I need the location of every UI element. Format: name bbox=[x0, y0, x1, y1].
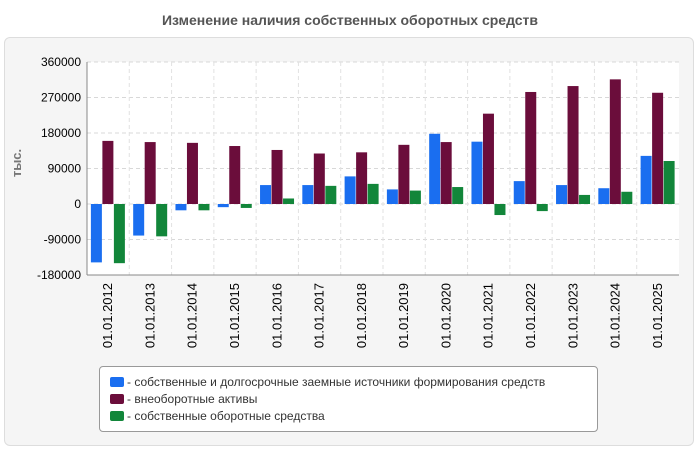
x-tick-label: 01.01.2015 bbox=[227, 283, 242, 348]
legend-swatch bbox=[110, 410, 124, 421]
x-tick-label: 01.01.2022 bbox=[523, 283, 538, 348]
bar bbox=[525, 91, 537, 204]
y-tick-label: 270000 bbox=[41, 91, 81, 105]
bar bbox=[536, 204, 548, 212]
x-tick-label: 01.01.2024 bbox=[608, 283, 623, 348]
bar bbox=[229, 146, 241, 204]
x-tick-label: 01.01.2023 bbox=[565, 283, 580, 348]
bar bbox=[579, 194, 591, 204]
x-tick-label: 01.01.2013 bbox=[142, 283, 157, 348]
bar bbox=[325, 185, 337, 204]
legend-label: - собственные оборотные средства bbox=[127, 408, 325, 423]
bar bbox=[102, 140, 114, 204]
x-tick-labels: 01.01.2012 01.01.2013 01.01.2014 01.01.2015… bbox=[100, 283, 665, 348]
legend-label: - внеоборотные активы bbox=[127, 391, 258, 406]
bar bbox=[198, 204, 210, 211]
x-tick-label: 01.01.2025 bbox=[650, 283, 665, 348]
bar bbox=[398, 144, 410, 204]
bar bbox=[217, 204, 229, 208]
y-tick-label: -90000 bbox=[44, 233, 82, 247]
chart-title: Изменение наличия собственных оборотных … bbox=[161, 12, 539, 28]
legend-entry: - собственные оборотные средства bbox=[110, 407, 597, 424]
bar bbox=[567, 86, 579, 204]
bar-series bbox=[90, 79, 675, 264]
bar bbox=[652, 92, 664, 204]
bar bbox=[440, 142, 452, 204]
bar bbox=[367, 183, 379, 204]
y-tick-label: 0 bbox=[74, 197, 81, 211]
y-tick-label: 180000 bbox=[41, 126, 81, 140]
bar bbox=[598, 188, 610, 204]
bar bbox=[133, 204, 145, 236]
y-tick-labels: 360000 270000 180000 90000 0 -90000 -180000 bbox=[37, 55, 81, 282]
x-tick-label: 01.01.2018 bbox=[354, 283, 369, 348]
bar bbox=[621, 191, 633, 204]
y-tick-label: -180000 bbox=[37, 268, 81, 282]
legend-swatch bbox=[110, 393, 124, 404]
bar bbox=[471, 141, 483, 204]
bar bbox=[482, 113, 494, 204]
bar bbox=[271, 149, 283, 204]
y-tick-label: 90000 bbox=[48, 162, 82, 176]
bar bbox=[156, 204, 168, 237]
legend-entry: - внеоборотные активы bbox=[110, 390, 597, 407]
bar bbox=[240, 204, 252, 208]
bar bbox=[186, 142, 198, 204]
bar bbox=[283, 198, 295, 204]
y-axis-label: тыс. bbox=[9, 149, 24, 177]
x-tick-label: 01.01.2014 bbox=[185, 283, 200, 348]
bar bbox=[260, 185, 272, 204]
bar bbox=[144, 142, 156, 204]
bar bbox=[429, 133, 441, 204]
bar bbox=[409, 190, 421, 204]
bar bbox=[386, 189, 398, 204]
x-tick-label: 01.01.2016 bbox=[269, 283, 284, 348]
bar bbox=[640, 155, 652, 204]
bar bbox=[513, 181, 525, 204]
bar bbox=[113, 204, 125, 264]
x-tick-label: 01.01.2021 bbox=[481, 283, 496, 348]
axes bbox=[86, 62, 679, 276]
legend-label: - собственные и долгосрочные заемные ист… bbox=[127, 374, 546, 389]
bar bbox=[175, 204, 187, 211]
bar bbox=[344, 176, 356, 204]
bar bbox=[609, 79, 621, 204]
legend-swatch bbox=[110, 376, 124, 387]
bar bbox=[556, 185, 568, 204]
bar bbox=[90, 204, 102, 263]
legend: - собственные и долгосрочные заемные ист… bbox=[99, 366, 598, 432]
legend-entry: - собственные и долгосрочные заемные ист… bbox=[110, 373, 597, 390]
x-tick-label: 01.01.2020 bbox=[438, 283, 453, 348]
bar bbox=[663, 161, 675, 204]
bar bbox=[356, 152, 368, 204]
x-tick-label: 01.01.2017 bbox=[312, 283, 327, 348]
bar bbox=[302, 185, 314, 204]
bar bbox=[494, 204, 506, 216]
x-tick-label: 01.01.2012 bbox=[100, 283, 115, 348]
y-tick-label: 360000 bbox=[41, 55, 81, 69]
x-tick-label: 01.01.2019 bbox=[396, 283, 411, 348]
bar bbox=[313, 153, 325, 204]
bar bbox=[452, 187, 464, 204]
